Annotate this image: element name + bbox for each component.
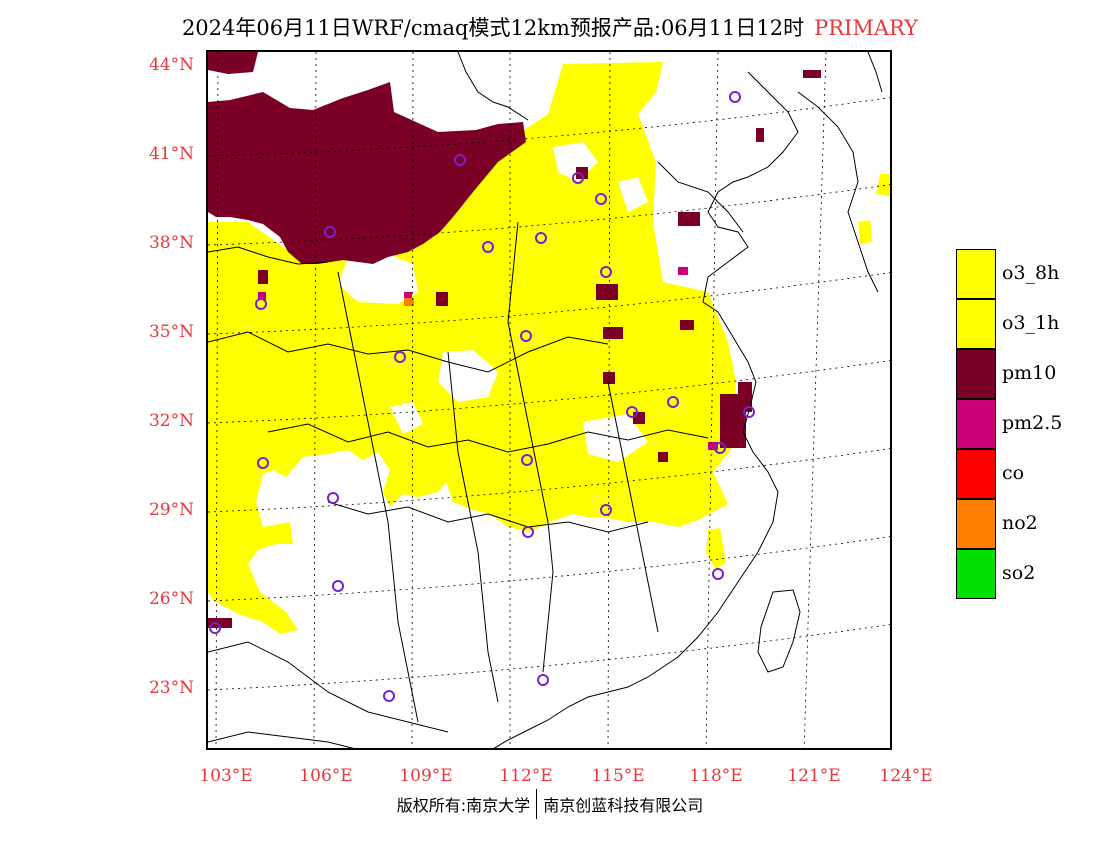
lon-label-124e: 124°E [879,766,933,786]
map-title-main: 2024年06月11日WRF/cmaq模式12km预报产品:06月11日12时 [181,16,805,40]
lon-label-121e: 121°E [787,766,841,786]
o3-primary-area [208,62,890,634]
lon-label-106e: 106°E [299,766,353,786]
city-markers [209,91,755,702]
map-title: 2024年06月11日WRF/cmaq模式12km预报产品:06月11日12时 P… [0,12,1100,42]
lon-label-109e: 109°E [399,766,453,786]
legend-swatch [956,399,996,449]
lat-label-23n: 23°N [148,678,194,698]
legend-label: no2 [1002,512,1038,534]
legend-swatch [956,499,996,549]
lon-label-112e: 112°E [499,766,553,786]
pollutant-label: PRIMARY [814,16,919,40]
copyright-left: 版权所有:南京大学 [396,796,531,815]
legend-swatch [956,249,996,299]
legend-swatch [956,449,996,499]
legend-label: pm2.5 [1002,412,1063,434]
lat-label-41n: 41°N [148,144,194,164]
copyright-right: 南京创蓝科技有限公司 [543,796,704,815]
legend-label: co [1002,462,1025,484]
legend-label: pm10 [1002,362,1057,384]
lat-label-35n: 35°N [148,322,194,342]
lat-label-29n: 29°N [148,500,194,520]
legend-label: so2 [1002,562,1036,584]
lon-label-115e: 115°E [591,766,645,786]
lon-label-103e: 103°E [199,766,253,786]
legend-swatch [956,349,996,399]
pm10-primary-area [208,52,821,628]
forecast-map [206,50,892,750]
legend-label: o3_1h [1002,312,1060,334]
lat-label-26n: 26°N [148,589,194,609]
lat-label-44n: 44°N [148,55,194,75]
legend-swatch [956,549,996,599]
lon-label-118e: 118°E [689,766,743,786]
copyright-separator [536,789,538,819]
no2-spot [404,298,414,306]
map-canvas [208,52,890,748]
legend-swatch [956,299,996,349]
lat-label-32n: 32°N [148,411,194,431]
boundaries [208,52,883,748]
legend-label: o3_8h [1002,262,1060,284]
copyright-notice: 版权所有:南京大学 南京创蓝科技有限公司 [0,789,1100,819]
pm25-spots [258,267,718,450]
graticule [208,52,890,748]
lat-label-38n: 38°N [148,233,194,253]
